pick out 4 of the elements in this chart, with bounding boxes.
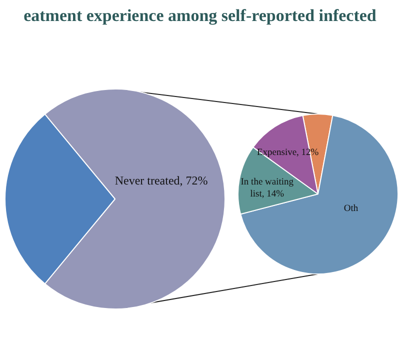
chart-title: eatment experience among self-reported infected [22,6,378,26]
slice-label: In the waiting list, 14% [240,178,294,200]
slice-label: Oth [344,204,358,214]
slice-label: Never treated, 72% [114,174,208,188]
